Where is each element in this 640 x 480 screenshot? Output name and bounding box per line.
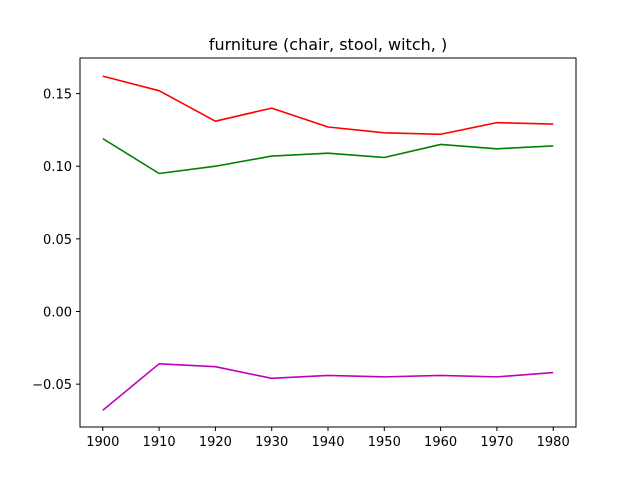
series-layer (102, 75, 554, 411)
x-tick-label: 1930 (255, 435, 288, 450)
x-tick-label: 1910 (143, 435, 176, 450)
x-tick-label: 1950 (368, 435, 401, 450)
y-tick-label: 0.15 (43, 88, 72, 103)
x-tick-label: 1980 (537, 435, 570, 450)
x-tick-label: 1920 (199, 435, 232, 450)
plot-frame (79, 57, 577, 428)
series-line-3 (102, 363, 554, 411)
y-tick-label: 0.05 (43, 233, 72, 248)
y-tick-label: 0.10 (43, 160, 72, 175)
x-tick-label: 1960 (424, 435, 457, 450)
chart-title: furniture (chair, stool, witch, ) (209, 35, 447, 54)
axes-layer: 1900 1910 1920 1930 1940 1950 1960 1970 1980 −0.0… (32, 88, 570, 450)
series-line-2 (102, 137, 554, 175)
x-tick-label: 1970 (480, 435, 513, 450)
series-line-1 (102, 75, 554, 136)
x-tick-label: 1940 (311, 435, 344, 450)
y-tick-label: 0.00 (43, 306, 72, 321)
x-tick-label: 1900 (86, 435, 119, 450)
y-tick-label: −0.05 (32, 378, 72, 393)
